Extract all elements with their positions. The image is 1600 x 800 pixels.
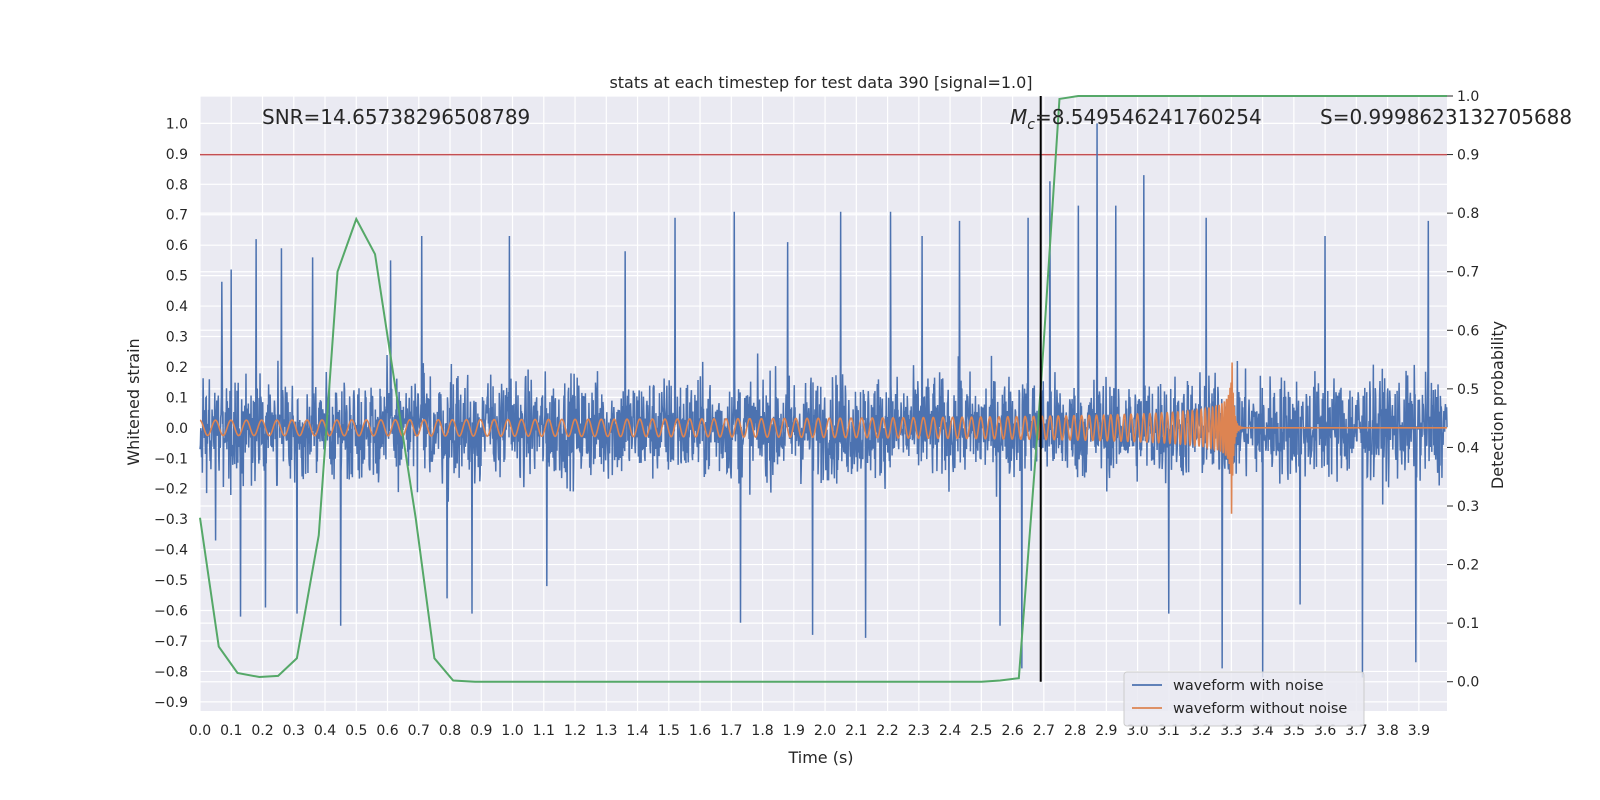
chirp-mass-annotation: Mc=8.549546241760254 — [1010, 105, 1262, 133]
y-tick-label: 0.4 — [166, 299, 188, 315]
y-tick-label: −0.8 — [154, 664, 188, 680]
y-tick-label: 0.7 — [166, 208, 188, 224]
x-tick-label: 1.4 — [626, 723, 648, 739]
y-tick-label: −0.6 — [154, 604, 188, 620]
y-tick-label: −0.4 — [154, 543, 188, 559]
y-tick-label: 0.8 — [166, 177, 188, 193]
x-tick-label: 2.4 — [939, 723, 961, 739]
legend: waveform with noise waveform without noi… — [1123, 671, 1365, 727]
y-tick-label: 0.9 — [166, 147, 188, 163]
y2-tick-label: 0.8 — [1457, 206, 1479, 222]
x-tick-label: 2.2 — [876, 723, 898, 739]
y-tick-label: 0.2 — [166, 360, 188, 376]
series-detection-probability — [199, 95, 1447, 683]
y2-tick-label: 0.4 — [1457, 440, 1479, 456]
x-tick-label: 0.4 — [314, 723, 336, 739]
y-tick-labels: −0.9 −0.8 −0.7 −0.6 −0.5 −0.4 −0.3 −0.2 −0.1 0.0 0… — [154, 116, 188, 710]
snr-annotation: SNR=14.65738296508789 — [262, 105, 530, 129]
x-tick-label: 1.7 — [720, 723, 742, 739]
y-tick-label: 0.6 — [166, 238, 188, 254]
x-tick-label: 0.5 — [345, 723, 367, 739]
series-waveform-without-noise — [199, 362, 1447, 514]
series-detection-probability-group — [199, 95, 1447, 683]
chirp-mass-value: =8.549546241760254 — [1035, 105, 1262, 129]
x-tick-label: 0.3 — [283, 723, 305, 739]
x-tick-label: 3.1 — [1158, 723, 1180, 739]
x-tick-label: 0.0 — [189, 723, 211, 739]
y-tick-label: 0.3 — [166, 330, 188, 346]
x-tick-label: 2.8 — [1064, 723, 1086, 739]
y2-tick-label: 0.7 — [1457, 265, 1479, 281]
x-tick-label: 3.9 — [1408, 723, 1430, 739]
legend-label-waveform-without-noise: waveform without noise — [1173, 701, 1347, 717]
y-tick-label: 0.0 — [166, 421, 188, 437]
y-tick-label: 0.1 — [166, 390, 188, 406]
y-tick-label: −0.3 — [154, 512, 188, 528]
x-tick-label: 0.1 — [220, 723, 242, 739]
chirp-mass-subscript: c — [1027, 117, 1035, 133]
series-waveform-with-noise-group — [199, 123, 1448, 678]
y-tick-label: 1.0 — [166, 116, 188, 132]
x-tick-label: 2.7 — [1033, 723, 1055, 739]
y2-tick-labels: 0.0 0.1 0.2 0.3 0.4 0.5 0.6 0.7 0.8 0.9 1.0 — [1447, 89, 1479, 691]
y-tick-label: 0.5 — [166, 269, 188, 285]
x-tick-label: 1.5 — [658, 723, 680, 739]
x-tick-label: 1.0 — [501, 723, 523, 739]
x-tick-label: 0.6 — [376, 723, 398, 739]
y2-tick-label: 0.2 — [1457, 558, 1479, 574]
x-tick-label: 2.5 — [970, 723, 992, 739]
x-tick-labels: 0.0 0.1 0.2 0.3 0.4 0.5 0.6 0.7 0.8 0.9 1.0 1.1 1.2 1… — [189, 723, 1430, 739]
y-axis-label: Whitened strain — [124, 338, 143, 465]
y2-tick-label: 0.6 — [1457, 323, 1479, 339]
x-tick-label: 3.3 — [1220, 723, 1242, 739]
y-tick-label: −0.7 — [154, 634, 188, 650]
y-tick-label: −0.9 — [154, 695, 188, 711]
legend-box — [1123, 671, 1365, 727]
x-tick-label: 0.9 — [470, 723, 492, 739]
y2-axis-label: Detection probability — [1488, 321, 1507, 489]
x-tick-label: 3.5 — [1283, 723, 1305, 739]
x-tick-label: 3.0 — [1126, 723, 1148, 739]
x-tick-label: 3.8 — [1376, 723, 1398, 739]
y2-tick-label: 0.0 — [1457, 675, 1479, 691]
y2-tick-label: 0.5 — [1457, 382, 1479, 398]
x-tick-label: 3.6 — [1314, 723, 1336, 739]
series-waveform-with-noise — [199, 123, 1448, 678]
x-tick-label: 2.6 — [1001, 723, 1023, 739]
y2-tick-label: 0.3 — [1457, 499, 1479, 515]
x-tick-label: 3.2 — [1189, 723, 1211, 739]
x-tick-label: 2.3 — [908, 723, 930, 739]
x-tick-label: 2.1 — [845, 723, 867, 739]
y-tick-label: −0.2 — [154, 482, 188, 498]
x-tick-label: 1.6 — [689, 723, 711, 739]
y-tick-label: −0.5 — [154, 573, 188, 589]
chart-title: stats at each timestep for test data 390… — [609, 73, 1032, 92]
y-tick-label: −0.1 — [154, 451, 188, 467]
x-tick-label: 3.4 — [1251, 723, 1273, 739]
x-tick-label: 1.9 — [783, 723, 805, 739]
x-tick-label: 1.8 — [751, 723, 773, 739]
y2-tick-label: 1.0 — [1457, 89, 1479, 105]
x-tick-label: 2.9 — [1095, 723, 1117, 739]
series-waveform-without-noise-group — [199, 362, 1447, 514]
x-tick-label: 3.7 — [1345, 723, 1367, 739]
x-tick-label: 1.3 — [595, 723, 617, 739]
legend-label-waveform-with-noise: waveform with noise — [1173, 678, 1324, 694]
x-tick-label: 0.8 — [439, 723, 461, 739]
x-tick-label: 1.1 — [533, 723, 555, 739]
x-tick-label: 1.2 — [564, 723, 586, 739]
chirp-mass-symbol: M — [1010, 105, 1027, 129]
y2-tick-label: 0.9 — [1457, 148, 1479, 164]
x-tick-label: 2.0 — [814, 723, 836, 739]
x-tick-label: 0.2 — [251, 723, 273, 739]
x-axis-label: Time (s) — [787, 748, 853, 767]
y2-tick-label: 0.1 — [1457, 616, 1479, 632]
score-annotation: S=0.9998623132705688 — [1320, 105, 1572, 129]
x-tick-label: 0.7 — [408, 723, 430, 739]
